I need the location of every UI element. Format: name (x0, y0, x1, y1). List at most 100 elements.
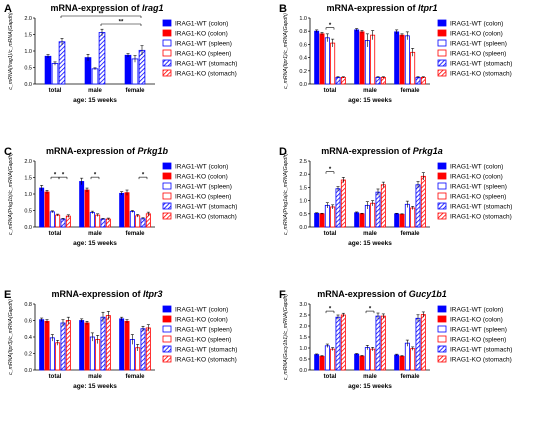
bar (124, 192, 130, 228)
x-tick-label: male (363, 88, 377, 94)
bar (364, 347, 370, 371)
bar (359, 213, 365, 228)
legend-swatch (437, 162, 447, 170)
bar (140, 328, 146, 371)
bar (95, 214, 101, 228)
y-tick-label: 1.0 (299, 346, 307, 352)
y-tick-label: 0.5 (24, 209, 32, 215)
bar (359, 355, 365, 371)
y-tick-label: 3.0 (299, 302, 307, 308)
y-tick-label: 1.0 (24, 49, 32, 55)
legend-label: IRAG1-WT (spleen) (450, 41, 507, 48)
y-tick-label: 0.2 (299, 69, 307, 75)
bar (324, 204, 330, 228)
legend-label: IRAG1-KO (spleen) (175, 51, 231, 58)
legend-label: IRAG1-KO (stomach) (175, 71, 237, 78)
y-axis-label: c_mRNA(Irag1)/c_mRNA(Gapdh) (8, 12, 14, 90)
legend-swatch (162, 29, 172, 37)
panel-letter: A (4, 3, 12, 15)
y-tick-label: 2.5 (299, 313, 307, 319)
legend-label: IRAG1-KO (colon) (175, 317, 228, 324)
significance-label: ** (119, 20, 124, 26)
bar (394, 213, 400, 228)
x-tick-label: female (400, 88, 420, 94)
bar (404, 35, 410, 85)
y-tick-label: 0.5 (299, 357, 307, 363)
legend-swatch (437, 325, 447, 333)
x-tick-label: female (400, 231, 420, 237)
legend-swatch (437, 39, 447, 47)
y-tick-label: 1.5 (24, 33, 32, 39)
panel-letter: C (4, 146, 12, 158)
bar (119, 192, 125, 228)
legend-swatch (162, 305, 172, 313)
x-tick-label: total (324, 88, 337, 94)
x-axis-label: age: 15 weeks (73, 97, 117, 104)
bar (380, 184, 386, 228)
bar (49, 337, 55, 371)
legend-label: IRAG1-WT (spleen) (450, 327, 507, 334)
bar (89, 336, 95, 371)
legend-swatch (437, 305, 447, 313)
legend-label: IRAG1-KO (spleen) (175, 337, 231, 344)
legend-swatch (162, 355, 172, 363)
significance-label: * (329, 23, 332, 29)
significance-label: * (54, 173, 57, 179)
y-tick-label: 0.8 (24, 302, 32, 308)
legend-swatch (162, 182, 172, 190)
bar (49, 211, 55, 228)
legend-swatch (437, 355, 447, 363)
legend-label: IRAG1-WT (stomach) (450, 204, 512, 211)
panel-letter: F (279, 289, 286, 301)
legend-swatch (437, 212, 447, 220)
chart-title: mRNA-expression of Gucy1b1 (317, 289, 447, 299)
bar (354, 29, 360, 85)
bar (415, 317, 421, 371)
legend-label: IRAG1-KO (stomach) (175, 214, 237, 221)
x-tick-label: male (88, 374, 102, 380)
legend-label: IRAG1-KO (stomach) (450, 214, 512, 221)
legend-label: IRAG1-WT (colon) (450, 21, 503, 28)
bar (60, 322, 66, 371)
legend-label: IRAG1-WT (colon) (450, 307, 503, 314)
legend-label: IRAG1-WT (colon) (175, 307, 228, 314)
y-axis-label: c_mRNA(Prkg1b)/c_mRNA(Gapdh) (8, 153, 14, 235)
legend-label: IRAG1-WT (spleen) (175, 41, 232, 48)
bar (330, 348, 336, 371)
bar (375, 191, 381, 228)
legend-label: IRAG1-WT (stomach) (175, 61, 237, 68)
x-tick-label: male (88, 88, 102, 94)
bar (145, 327, 151, 371)
legend-label: IRAG1-KO (colon) (450, 317, 503, 324)
y-tick-label: 1.0 (24, 192, 32, 198)
y-tick-label: 0.4 (24, 335, 32, 341)
bar (404, 203, 410, 228)
legend-label: IRAG1-KO (spleen) (450, 194, 506, 201)
legend-label: IRAG1-KO (colon) (450, 31, 503, 38)
y-tick-label: 0.0 (299, 82, 307, 88)
y-tick-label: 2.5 (299, 159, 307, 165)
legend-swatch (437, 69, 447, 77)
legend-label: IRAG1-KO (stomach) (450, 71, 512, 78)
significance-label: * (369, 307, 372, 313)
bar (399, 34, 405, 85)
panel-letter: D (279, 146, 287, 158)
legend-swatch (437, 29, 447, 37)
bar (375, 77, 381, 85)
bar (324, 345, 330, 371)
bar (340, 77, 346, 85)
legend-swatch (162, 19, 172, 27)
bar (84, 189, 90, 228)
bar (354, 353, 360, 371)
x-tick-label: total (324, 374, 337, 380)
legend-label: IRAG1-WT (colon) (175, 164, 228, 171)
legend-label: IRAG1-KO (spleen) (175, 194, 231, 201)
y-tick-label: 0.0 (299, 225, 307, 231)
y-tick-label: 1.5 (299, 335, 307, 341)
legend-label: IRAG1-WT (stomach) (175, 204, 237, 211)
bar (65, 215, 71, 228)
panel-letter: E (4, 289, 11, 301)
legend-label: IRAG1-WT (colon) (175, 21, 228, 28)
bar (330, 206, 336, 228)
